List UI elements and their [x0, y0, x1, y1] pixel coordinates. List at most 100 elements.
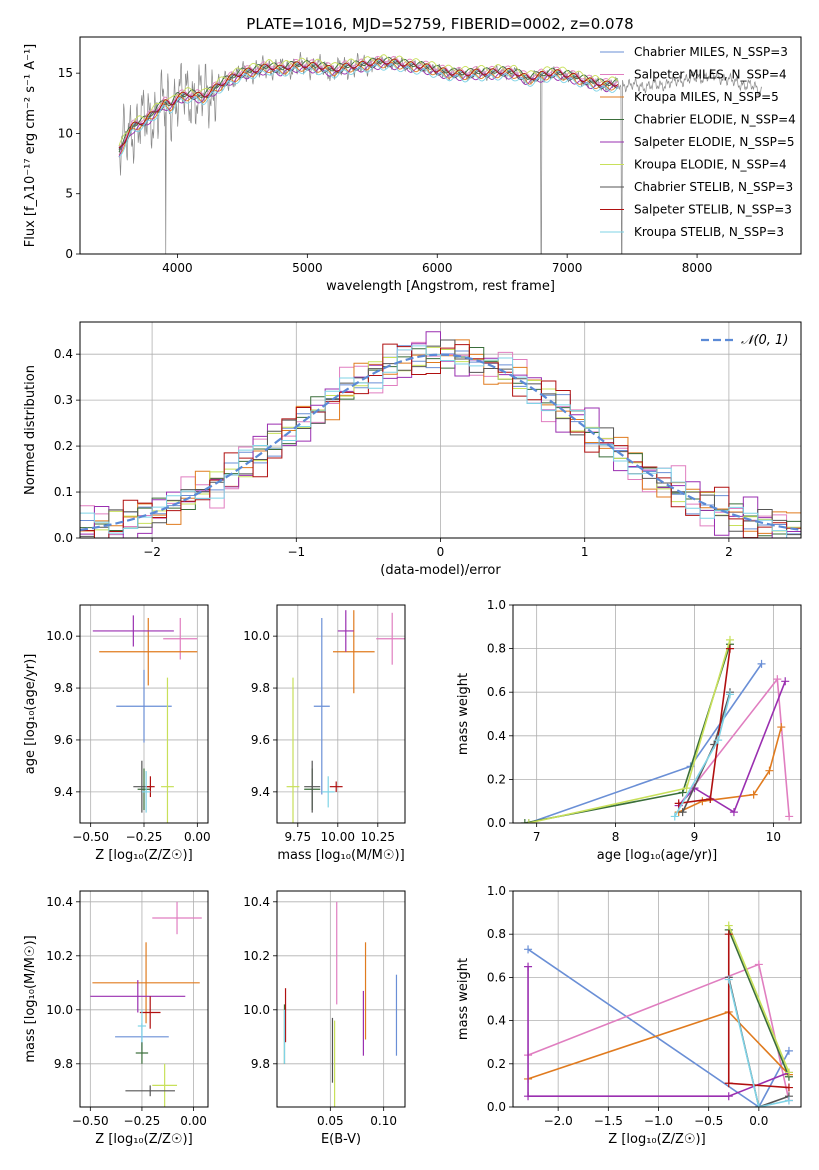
plus-marker	[757, 659, 766, 668]
plus-marker	[724, 921, 733, 930]
panel-residuals: −2 −1 0 1 2 0.0 0.1 0.2 0.3 0.4 (data-model)/error…	[23, 321, 802, 578]
plot-area-age-vs-Z	[92, 615, 198, 823]
x-tick-label: −0.50	[72, 1114, 109, 1128]
y-tick-label: 0.1	[54, 485, 73, 499]
y-axis-label: mass [log₁₀(M/M☉)]	[23, 935, 38, 1062]
plus-marker	[749, 790, 758, 799]
x-tick-label: 7000	[552, 261, 583, 275]
y-tick-label: 9.6	[251, 733, 270, 747]
y-tick-label: 9.8	[251, 1057, 270, 1071]
x-tick-label: 0.00	[180, 1114, 207, 1128]
plus-marker	[724, 1092, 733, 1101]
y-axis-label: age [log₁₀(age/yr)]	[23, 654, 38, 775]
panel-age-vs-mass: 9.75 10.00 10.25 9.4 9.6 9.8 10.0 mass [log₁₀(M…	[243, 604, 406, 863]
y-tick-label: 0.2	[487, 772, 506, 786]
model-spectrum-7	[118, 58, 619, 149]
x-tick-label: 7	[533, 830, 541, 844]
plus-marker	[724, 975, 733, 984]
y-tick-label: 10.0	[46, 1003, 73, 1017]
plot-area-residuals	[80, 331, 801, 538]
y-tick-label: 10.0	[243, 1003, 270, 1017]
plus-marker	[678, 808, 687, 817]
panel-weight-vs-age: 7 8 9 10 0.0 0.2 0.4 0.6 0.8 1.0 age [log₁₀(age/yr…	[456, 598, 802, 863]
plot-area-age-vs-mass	[286, 610, 405, 823]
plus-marker	[784, 1083, 793, 1092]
y-tick-label: 0.4	[487, 1014, 506, 1028]
plus-marker	[724, 930, 733, 939]
y-tick-label: 10.0	[46, 629, 73, 643]
weight-line	[678, 677, 790, 817]
y-tick-label: 0.6	[487, 970, 506, 984]
weight-line	[524, 643, 731, 823]
x-tick-label: 0.0	[749, 1114, 768, 1128]
y-tick-label: 0.3	[54, 393, 73, 407]
x-axis-label: E(B-V)	[321, 1132, 361, 1147]
plus-marker	[784, 1046, 793, 1055]
x-tick-label: 9	[691, 830, 699, 844]
axes-frame	[79, 36, 802, 255]
x-tick-label: 1	[581, 545, 589, 559]
x-tick-label: 10	[766, 830, 781, 844]
figure-title: PLATE=1016, MJD=52759, FIBERID=0002, z=0…	[246, 15, 633, 33]
x-tick-label: 0.10	[370, 1114, 397, 1128]
x-tick-label: 2	[725, 545, 733, 559]
plus-marker	[706, 795, 715, 804]
legend-entry: Kroupa STELIB, N_SSP=3	[634, 225, 784, 239]
legend-entry: Kroupa MILES, N_SSP=5	[634, 90, 779, 104]
plus-marker	[725, 690, 734, 699]
legend-entry: 𝒩(0, 1)	[741, 333, 788, 348]
x-tick-label: −2.0	[544, 1114, 573, 1128]
y-tick-label: 10.2	[46, 949, 73, 963]
x-axis-label: age [log₁₀(age/yr)]	[597, 848, 718, 863]
legend-entry: Salpeter STELIB, N_SSP=3	[634, 203, 792, 217]
histogram-8	[80, 345, 801, 538]
y-tick-label: 0.0	[54, 531, 73, 545]
plot-area-mass-vs-Z	[90, 901, 202, 1107]
x-tick-label: 0	[437, 545, 445, 559]
plus-marker	[777, 723, 786, 732]
plot-area-weight-vs-age	[520, 635, 794, 823]
x-tick-label: 5000	[292, 261, 323, 275]
panel-mass-vs-ebv: 0.05 0.10 9.8 10.0 10.2 10.4 E(B-V)	[243, 890, 406, 1147]
y-tick-label: 0.4	[487, 729, 506, 743]
y-tick-label: 0.0	[487, 816, 506, 830]
axes-frame	[512, 890, 802, 1108]
plus-marker	[714, 736, 723, 745]
x-tick-label: −0.5	[694, 1114, 723, 1128]
x-tick-label: −2	[143, 545, 161, 559]
panel-spectrum: 4000 5000 6000 7000 8000 0 5 10 15 wavelength [An…	[23, 36, 802, 294]
y-tick-label: 0.4	[54, 347, 73, 361]
x-tick-label: −0.50	[72, 830, 109, 844]
x-tick-label: 8000	[682, 261, 713, 275]
plus-marker	[765, 766, 774, 775]
y-tick-label: 9.4	[54, 785, 73, 799]
model-spectrum-6	[118, 60, 618, 151]
axes-frame	[276, 604, 406, 824]
weight-line	[528, 639, 731, 823]
panel-age-vs-Z: −0.50 −0.25 0.00 9.4 9.6 9.8 10.0 Z [log₁₀(Z/Z☉…	[23, 604, 211, 863]
y-tick-label: 0.0	[487, 1100, 506, 1114]
plus-marker	[725, 635, 734, 644]
weight-line	[527, 966, 790, 1097]
plus-marker	[784, 1096, 793, 1105]
panel-mass-vs-Z: −0.50 −0.25 0.00 9.8 10.0 10.2 10.4 Z [log₁₀(Z/…	[23, 890, 209, 1147]
plus-marker	[524, 962, 533, 971]
y-tick-label: 9.4	[251, 785, 270, 799]
plus-marker	[682, 784, 691, 793]
x-tick-label: −1.5	[594, 1114, 623, 1128]
x-tick-label: 6000	[422, 261, 453, 275]
axes-frame	[79, 604, 209, 824]
normal-reference-curve	[80, 353, 801, 532]
y-tick-label: 0.8	[487, 642, 506, 656]
legend-entry: Salpeter ELODIE, N_SSP=5	[634, 135, 795, 149]
plot-area-mass-vs-ebv	[283, 901, 398, 1107]
plus-marker	[670, 812, 679, 821]
legend-entry: Chabrier ELODIE, N_SSP=4	[634, 113, 796, 127]
y-axis-label: Flux [f_λ10⁻¹⁷ erg cm⁻² s⁻¹ A⁻¹]	[23, 44, 38, 248]
plus-marker	[773, 675, 782, 684]
y-tick-label: 0.6	[487, 685, 506, 699]
plus-marker	[781, 677, 790, 686]
model-spectrum-8	[118, 64, 619, 158]
legend-entry: Kroupa ELODIE, N_SSP=4	[634, 158, 787, 172]
